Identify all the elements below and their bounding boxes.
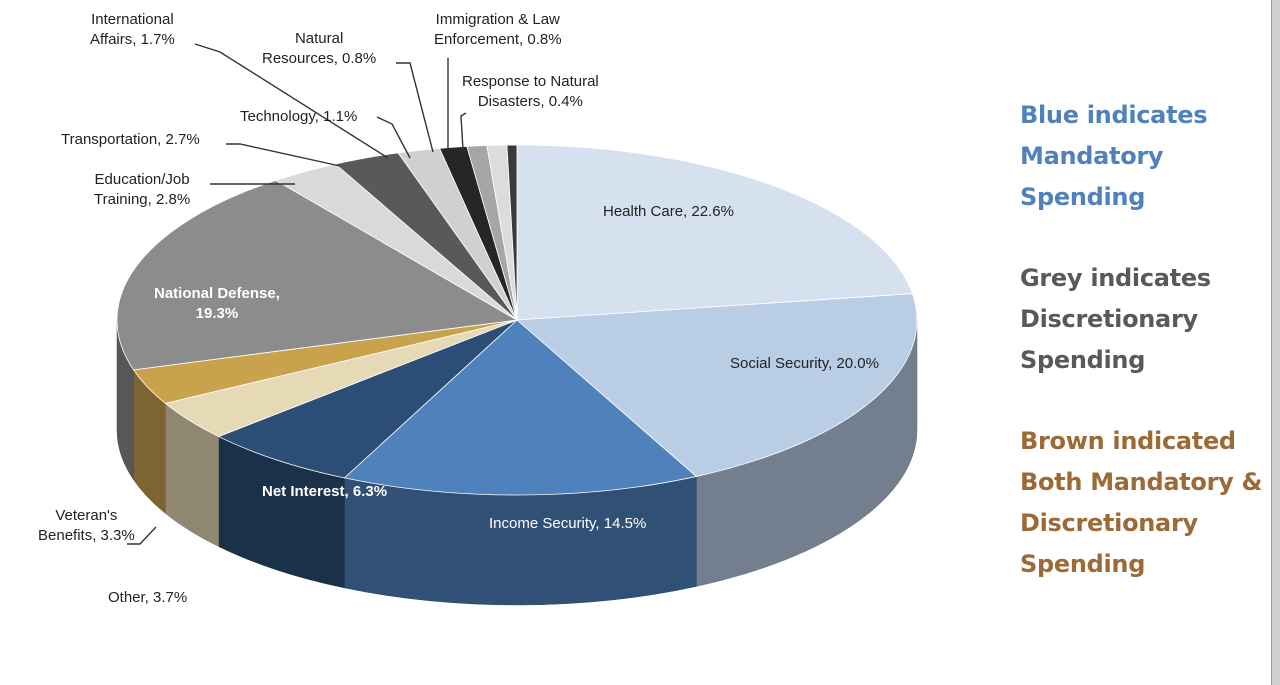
label-social-security: Social Security, 20.0% [730,355,879,372]
label-education-line1: Education/Job [94,171,190,188]
label-national-defense-line2: 19.3% [195,305,239,322]
leader-natural-resources [396,62,434,153]
label-veterans: Veteran's Benefits, 3.3% [38,506,135,546]
pie-side-income-security [344,476,697,606]
label-technology: Technology, 1.1% [240,108,358,125]
pie-slice-health-care [516,144,914,321]
label-natural-resources: Natural Resources, 0.8% [262,29,376,69]
note-brown-line4: Spending [1020,550,1146,578]
leader-technology [376,116,411,159]
label-net-interest: Net Interest, 6.3% [262,483,388,500]
pie-slice-social-security [516,293,918,477]
pie-slice-income-security [343,319,698,496]
label-transportation: Transportation, 2.7% [61,131,200,148]
pie-slice-response-to-natural-disasters [506,144,518,321]
label-disasters-line2: Disasters, 0.4% [477,93,583,110]
label-veterans-line1: Veteran's [55,507,118,524]
pie-side-walls [116,319,918,606]
label-other: Other, 3.7% [108,589,188,606]
note-grey-discretionary: Grey indicates Discretionary Spending [1020,258,1211,381]
note-blue-line2: Mandatory [1020,142,1164,170]
label-education-line2: Training, 2.8% [94,191,191,208]
note-brown-line2: Both Mandatory & [1020,468,1263,496]
label-immigration-line2: Enforcement, 0.8% [434,31,562,48]
pie-slice-national-defense [116,179,519,371]
note-grey-line1: Grey indicates [1020,264,1211,292]
label-income-security: Income Security, 14.5% [489,515,647,532]
leader-international [194,43,389,159]
leader-lines [127,43,467,545]
label-international-line2: Affairs, 1.7% [90,31,175,48]
note-brown-line3: Discretionary [1020,509,1198,537]
leader-transportation [226,143,341,167]
label-health-care: Health Care, 22.6% [603,203,734,220]
label-natural-resources-line1: Natural [294,30,344,47]
label-national-defense: National Defense, 19.3% [154,284,280,324]
note-brown-both: Brown indicated Both Mandatory & Discret… [1020,421,1262,585]
leader-veterans [127,526,157,545]
label-natural-resources-line2: Resources, 0.8% [262,50,377,67]
note-blue-line3: Spending [1020,183,1146,211]
note-brown-line1: Brown indicated [1020,427,1236,455]
label-national-defense-line1: National Defense, [154,285,280,302]
label-veterans-line2: Benefits, 3.3% [38,527,135,544]
label-international: International Affairs, 1.7% [90,10,175,50]
label-immigration: Immigration & Law Enforcement, 0.8% [434,10,562,50]
label-education: Education/Job Training, 2.8% [94,170,190,210]
label-disasters: Response to Natural Disasters, 0.4% [462,72,599,112]
label-immigration-line1: Immigration & Law [435,11,560,28]
window-edge [1271,0,1280,685]
pie-top-faces [116,144,918,496]
label-disasters-line1: Response to Natural [462,73,599,90]
label-international-line1: International [91,11,174,28]
leader-disasters [460,112,467,151]
note-blue-line1: Blue indicates [1020,101,1208,129]
pie-slice-net-interest [217,319,518,479]
note-grey-line3: Spending [1020,346,1146,374]
note-grey-line2: Discretionary [1020,305,1198,333]
note-blue-mandatory: Blue indicates Mandatory Spending [1020,95,1208,218]
